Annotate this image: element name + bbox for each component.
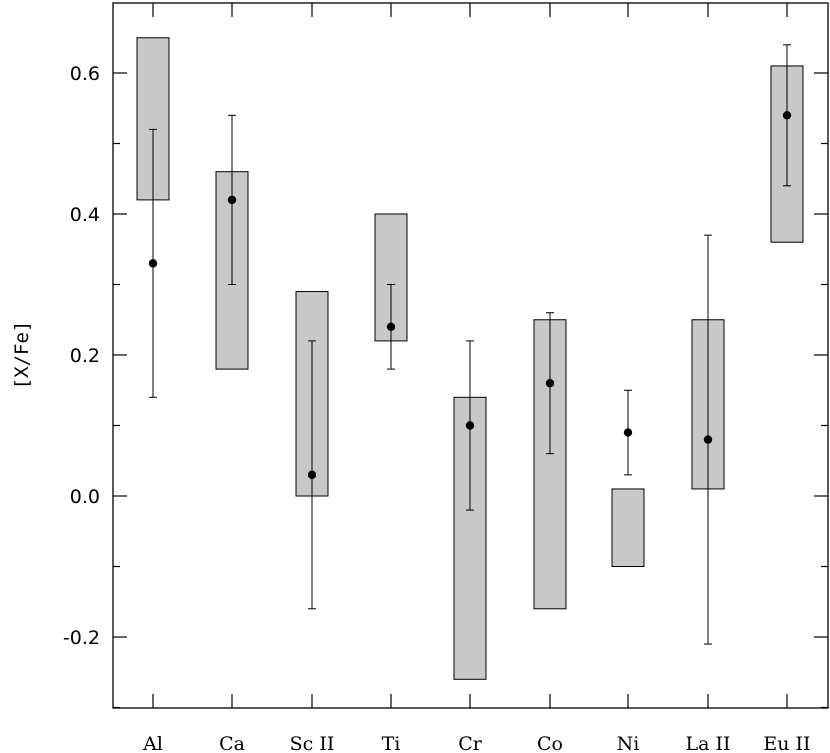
y-tick-label: 0.2: [70, 345, 100, 367]
y-axis-title: [X/Fe]: [11, 321, 33, 390]
plot-layer: [136, 37, 804, 680]
data-point: [623, 428, 633, 437]
x-category-label: Co: [537, 733, 563, 753]
x-category-label: Cr: [458, 733, 483, 753]
data-point: [782, 111, 792, 120]
y-tick-label: -0.2: [63, 627, 100, 649]
x-category-label: Ni: [617, 733, 640, 753]
data-point: [465, 421, 475, 430]
data-point: [386, 322, 396, 331]
x-category-label: La II: [686, 733, 731, 753]
x-category-label: Sc II: [290, 733, 335, 753]
y-tick-label: 0.6: [70, 63, 100, 85]
y-tick-label: 0.0: [70, 486, 100, 508]
data-point: [148, 259, 158, 268]
data-point: [227, 195, 237, 205]
data-point: [703, 435, 713, 444]
x-category-label: Ca: [219, 733, 245, 753]
y-tick-label: 0.4: [70, 204, 100, 226]
data-point: [545, 379, 555, 388]
x-category-label: Ti: [382, 733, 401, 753]
axis-layer: -0.2 0.0 0.2 0.4 0.6 Al Ca Sc II Ti Cr Co Ni La II Eu…: [63, 3, 828, 753]
data-point: [307, 470, 317, 480]
x-category-label: Eu II: [763, 733, 810, 753]
range-box: [611, 488, 645, 568]
x-category-label: Al: [142, 733, 163, 753]
